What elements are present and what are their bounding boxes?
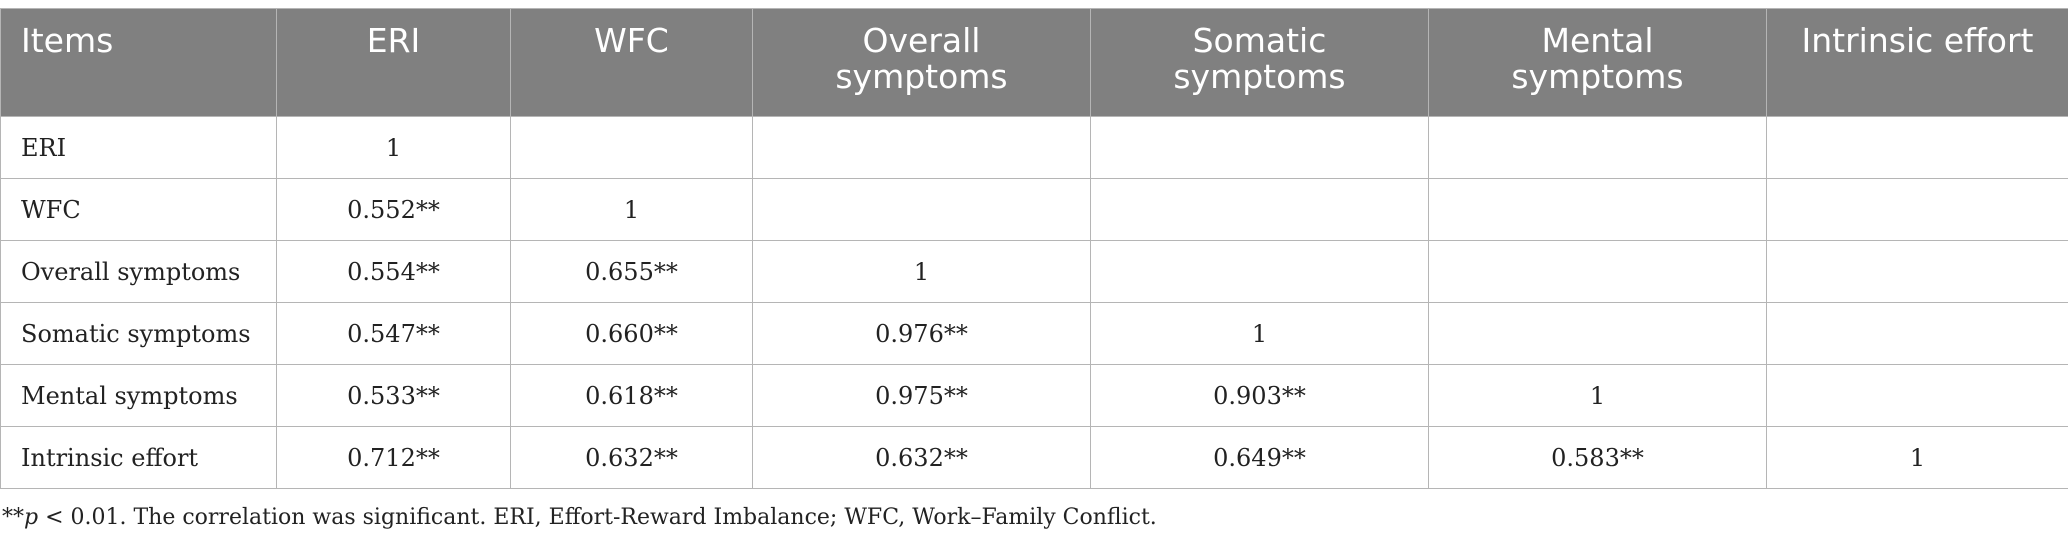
header-label: Somatic symptoms <box>1173 21 1346 96</box>
footnote-prefix: ** <box>2 505 24 530</box>
table-header: Items ERI WFC Overall symptoms Somatic s… <box>0 8 2068 117</box>
table-cell: 0.533** <box>276 364 511 427</box>
table-body: ERI 1 WFC 0.552** 1 Overall symptoms 0.5… <box>0 116 2068 489</box>
footnote-text: < 0.01. The correlation was significant.… <box>38 505 1157 530</box>
header-cell-items: Items <box>0 8 277 117</box>
table-cell <box>1090 240 1429 303</box>
table-cell: 0.618** <box>510 364 753 427</box>
row-label: Intrinsic effort <box>0 426 277 489</box>
footnote-p-symbol: p <box>24 505 39 530</box>
table-cell <box>1428 178 1767 241</box>
table-cell: 0.975** <box>752 364 1091 427</box>
row-label: Somatic symptoms <box>0 302 277 365</box>
table-cell: 0.903** <box>1090 364 1429 427</box>
table-cell: 0.632** <box>510 426 753 489</box>
table-cell: 0.583** <box>1428 426 1767 489</box>
table-cell <box>1766 302 2068 365</box>
row-label: Overall symptoms <box>0 240 277 303</box>
table-row: Overall symptoms 0.554** 0.655** 1 <box>0 240 2068 303</box>
table-row: Intrinsic effort 0.712** 0.632** 0.632**… <box>0 426 2068 489</box>
row-label: ERI <box>0 116 277 179</box>
row-label: Mental symptoms <box>0 364 277 427</box>
header-cell-wfc: WFC <box>510 8 753 117</box>
header-label: Overall symptoms <box>835 21 1008 96</box>
header-cell-mental-symptoms: Mental symptoms <box>1428 8 1767 117</box>
header-cell-overall-symptoms: Overall symptoms <box>752 8 1091 117</box>
table-cell: 0.655** <box>510 240 753 303</box>
table-cell <box>752 178 1091 241</box>
table-cell: 0.554** <box>276 240 511 303</box>
table-cell: 0.552** <box>276 178 511 241</box>
correlation-table-container: Items ERI WFC Overall symptoms Somatic s… <box>0 8 2068 489</box>
table-row: Mental symptoms 0.533** 0.618** 0.975** … <box>0 364 2068 427</box>
table-cell: 0.712** <box>276 426 511 489</box>
table-row: Somatic symptoms 0.547** 0.660** 0.976**… <box>0 302 2068 365</box>
table-cell: 1 <box>1428 364 1767 427</box>
table-cell <box>1766 364 2068 427</box>
table-cell <box>1428 240 1767 303</box>
table-footnote: **p < 0.01. The correlation was signific… <box>2 505 1157 530</box>
row-label: WFC <box>0 178 277 241</box>
table-cell <box>1428 116 1767 179</box>
correlation-table: Items ERI WFC Overall symptoms Somatic s… <box>0 8 2068 489</box>
table-cell: 0.649** <box>1090 426 1429 489</box>
table-cell: 1 <box>752 240 1091 303</box>
header-cell-somatic-symptoms: Somatic symptoms <box>1090 8 1429 117</box>
header-cell-eri: ERI <box>276 8 511 117</box>
table-cell: 1 <box>276 116 511 179</box>
header-row: Items ERI WFC Overall symptoms Somatic s… <box>0 8 2068 117</box>
table-cell <box>1766 240 2068 303</box>
table-cell: 0.632** <box>752 426 1091 489</box>
table-cell <box>1766 178 2068 241</box>
table-cell <box>510 116 753 179</box>
table-cell <box>752 116 1091 179</box>
table-row: WFC 0.552** 1 <box>0 178 2068 241</box>
table-cell: 1 <box>1090 302 1429 365</box>
table-row: ERI 1 <box>0 116 2068 179</box>
table-cell <box>1090 116 1429 179</box>
table-cell <box>1090 178 1429 241</box>
table-cell: 0.660** <box>510 302 753 365</box>
table-cell <box>1428 302 1767 365</box>
table-cell <box>1766 116 2068 179</box>
table-cell: 0.976** <box>752 302 1091 365</box>
header-cell-intrinsic-effort: Intrinsic effort <box>1766 8 2068 117</box>
header-label: Mental symptoms <box>1511 21 1684 96</box>
table-cell: 0.547** <box>276 302 511 365</box>
table-cell: 1 <box>510 178 753 241</box>
table-cell: 1 <box>1766 426 2068 489</box>
